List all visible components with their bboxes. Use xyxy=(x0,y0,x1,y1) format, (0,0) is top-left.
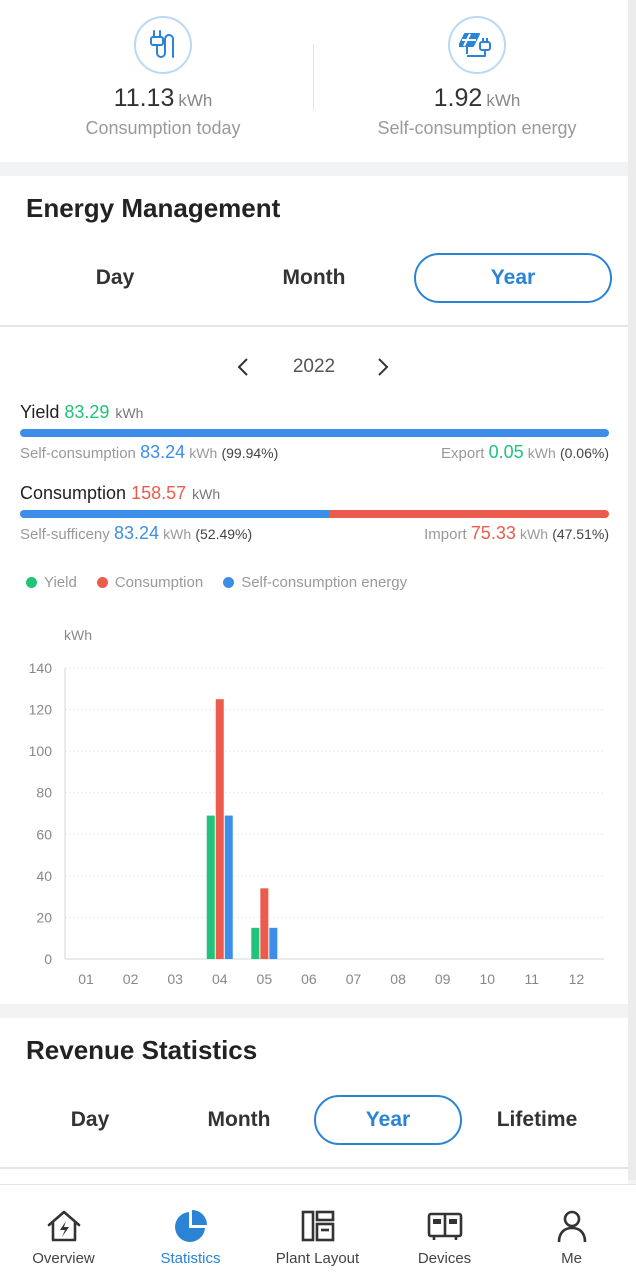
chevron-right-icon[interactable] xyxy=(376,354,390,387)
x-tick-label: 03 xyxy=(167,971,183,987)
legend-dot xyxy=(223,576,235,588)
person-icon xyxy=(557,1210,586,1243)
devices-icon xyxy=(427,1212,462,1240)
chevron-left-icon[interactable] xyxy=(236,354,250,387)
divider xyxy=(0,325,628,327)
house-bolt-icon xyxy=(47,1210,80,1242)
x-tick-label: 12 xyxy=(569,971,585,987)
year-label: 2022 xyxy=(292,356,336,377)
legend-dot xyxy=(96,576,108,588)
tab-day[interactable]: Day xyxy=(95,266,135,289)
energy-management-card: Energy Management Day Month Year 2022 Yi… xyxy=(0,176,628,1004)
self-consumption-value: 1.92 kWh xyxy=(433,84,521,112)
consumption-today-stat: 11.13 kWh Consumption today xyxy=(6,0,320,162)
consumption-title: Consumption 158.57 kWh xyxy=(20,483,221,503)
y-tick-label: 20 xyxy=(36,909,52,925)
nav-overview[interactable]: Overview xyxy=(0,1185,127,1280)
y-tick-label: 120 xyxy=(29,702,53,718)
divider xyxy=(313,44,314,110)
bar-self-consumption-energy[interactable] xyxy=(269,927,278,959)
legend-item-yield[interactable]: Yield xyxy=(26,574,77,591)
self-consumption-stat: 1.92 kWh Self-consumption energy xyxy=(320,0,634,162)
consumption-today-label: Consumption today xyxy=(85,118,241,138)
yield-bar xyxy=(20,429,609,437)
yield-export: Export 0.05 kWh (0.06%) xyxy=(441,442,609,462)
revenue-statistics-card: Revenue Statistics Day Month Year Lifeti… xyxy=(0,1018,628,1184)
nav-label: Me xyxy=(561,1250,582,1267)
solar-plug-icon xyxy=(448,16,506,74)
x-tick-label: 06 xyxy=(301,971,317,987)
tab-month[interactable]: Month xyxy=(207,1108,271,1131)
legend-dot xyxy=(26,576,37,588)
pie-chart-icon xyxy=(174,1210,207,1242)
nav-label: Plant Layout xyxy=(275,1250,360,1267)
nav-label: Overview xyxy=(32,1250,95,1267)
y-axis-label: kWh xyxy=(64,627,92,643)
consumption-self-sufficiency: Self-sufficeny 83.24 kWh (52.49%) xyxy=(20,523,253,543)
y-tick-label: 40 xyxy=(36,868,52,884)
x-tick-label: 10 xyxy=(479,971,495,987)
x-tick-label: 04 xyxy=(212,971,228,987)
consumption-today-value: 11.13 kWh xyxy=(113,84,213,112)
legend-item-consumption[interactable]: Consumption xyxy=(96,574,203,591)
y-tick-label: 0 xyxy=(44,951,52,967)
summary-card: 11.13 kWh Consumption today 1.92 kWh Self-… xyxy=(0,0,628,162)
yield-title: Yield 83.29 kWh xyxy=(20,402,144,422)
consumption-import-segment xyxy=(329,510,609,518)
nav-devices[interactable]: Devices xyxy=(381,1185,508,1280)
nav-plant-layout[interactable]: Plant Layout xyxy=(254,1185,381,1280)
y-tick-label: 60 xyxy=(36,826,52,842)
nav-statistics[interactable]: Statistics xyxy=(127,1185,254,1280)
bar-consumption[interactable] xyxy=(260,888,269,959)
y-tick-label: 80 xyxy=(36,785,52,801)
bar-self-consumption-energy[interactable] xyxy=(224,815,233,959)
tab-month[interactable]: Month xyxy=(282,266,346,289)
x-tick-label: 09 xyxy=(435,971,451,987)
y-tick-label: 100 xyxy=(29,743,53,759)
layout-icon xyxy=(301,1210,334,1242)
tab-year[interactable]: Year xyxy=(314,1095,462,1145)
yield-self-consumption: Self-consumption 83.24 kWh (99.94%) xyxy=(20,442,279,462)
tab-year[interactable]: Year xyxy=(414,253,612,303)
self-consumption-label: Self-consumption energy xyxy=(377,118,577,138)
nav-label: Devices xyxy=(417,1250,472,1267)
scrollbar[interactable] xyxy=(628,0,636,1180)
consumption-self-sufficiency-segment xyxy=(20,510,330,518)
bottom-navigation: Overview Statistics Plant Layout Devices xyxy=(0,1184,636,1280)
x-tick-label: 02 xyxy=(123,971,139,987)
chart-legend: Yield Consumption Self-consumption energ… xyxy=(26,572,427,592)
tab-day[interactable]: Day xyxy=(70,1108,110,1131)
revenue-statistics-title: Revenue Statistics xyxy=(26,1035,258,1065)
plug-icon xyxy=(134,16,192,74)
tab-lifetime[interactable]: Lifetime xyxy=(496,1108,578,1131)
x-tick-label: 07 xyxy=(346,971,362,987)
nav-me[interactable]: Me xyxy=(508,1185,635,1280)
y-tick-label: 140 xyxy=(29,660,53,676)
yield-self-consumption-segment xyxy=(20,429,609,437)
x-tick-label: 01 xyxy=(78,971,94,987)
nav-label: Statistics xyxy=(160,1250,221,1267)
year-selector: 2022 xyxy=(0,352,628,382)
energy-bar-chart: kWh 01 02 03 04 05 06 07 08 09 10 11 12 0 20 40 60 80 10… xyxy=(29,627,604,987)
legend-item-self-consumption[interactable]: Self-consumption energy xyxy=(223,574,407,591)
x-tick-label: 08 xyxy=(390,971,406,987)
x-tick-label: 05 xyxy=(257,971,273,987)
energy-management-title: Energy Management xyxy=(26,193,281,223)
bar-yield[interactable] xyxy=(251,927,260,959)
consumption-import: Import 75.33 kWh (47.51%) xyxy=(424,523,609,543)
bar-yield[interactable] xyxy=(206,815,215,959)
consumption-bar xyxy=(20,510,609,518)
x-tick-label: 11 xyxy=(525,971,540,987)
bar-consumption[interactable] xyxy=(215,699,224,959)
divider xyxy=(0,1167,628,1169)
